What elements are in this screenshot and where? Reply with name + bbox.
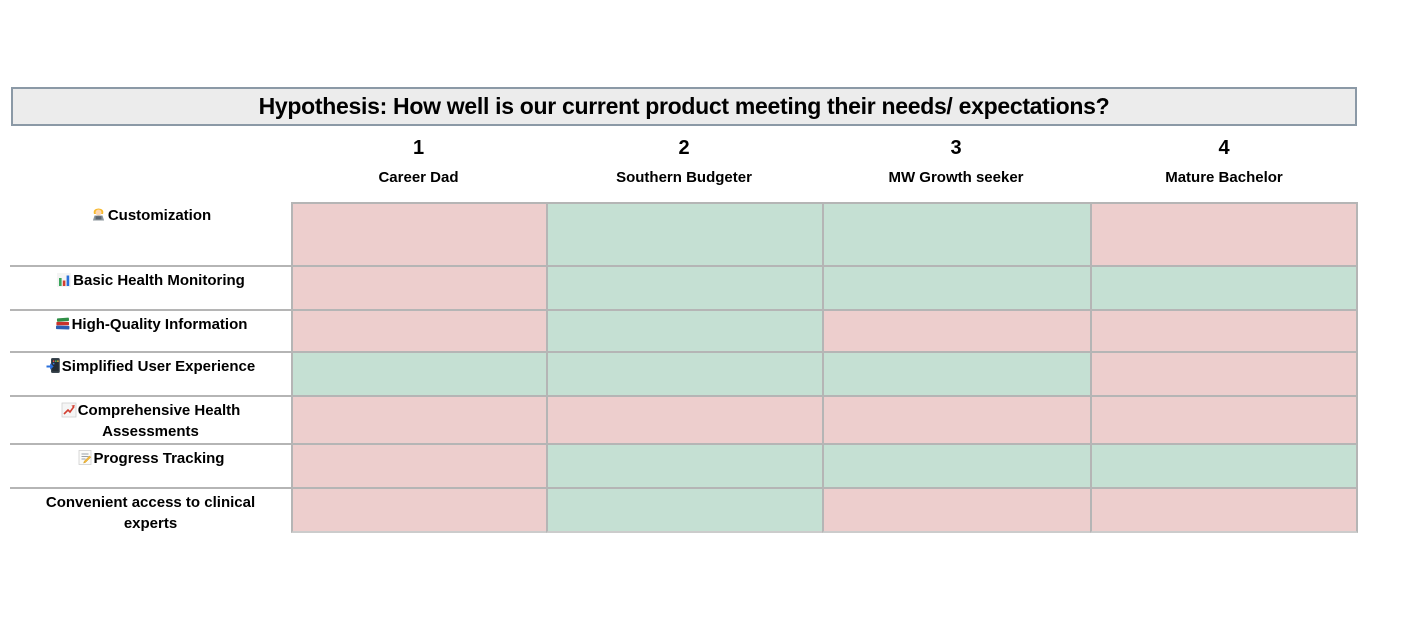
column-number-4[interactable]: 4 (1218, 136, 1230, 159)
row-label-comprehensive-health-assessments[interactable]: Comprehensive Health Assessments (10, 395, 291, 443)
row-label-text: Convenient access to clinical experts (45, 494, 256, 532)
row-label-text: Customization (107, 207, 212, 224)
cell-r5c2[interactable] (546, 395, 822, 443)
cell-r4c2[interactable] (546, 351, 822, 395)
row-label-text: Simplified User Experience (61, 358, 256, 375)
column-number-3[interactable]: 3 (950, 136, 962, 159)
cell-r6c3[interactable] (822, 443, 1090, 487)
cell-r1c4[interactable] (1090, 202, 1358, 265)
row-label-text: High-Quality Information (71, 316, 248, 333)
cell-r6c4[interactable] (1090, 443, 1358, 487)
column-name-southern-budgeter[interactable]: Southern Budgeter (616, 169, 752, 186)
cell-r1c2[interactable] (546, 202, 822, 265)
cell-r2c3[interactable] (822, 265, 1090, 309)
cell-r4c3[interactable] (822, 351, 1090, 395)
cell-r7c3[interactable] (822, 487, 1090, 533)
hypothesis-matrix: 1 2 3 4 Career Dad Southern Budgeter MW … (10, 130, 1358, 533)
hypothesis-title-bar[interactable]: Hypothesis: How well is our current prod… (11, 87, 1357, 126)
chart-increasing-icon (61, 402, 77, 418)
column-number-2[interactable]: 2 (678, 136, 690, 159)
woman-technologist-icon (90, 206, 107, 223)
cell-r6c1[interactable] (291, 443, 546, 487)
cell-r2c4[interactable] (1090, 265, 1358, 309)
cell-r2c1[interactable] (291, 265, 546, 309)
cell-r4c1[interactable] (291, 351, 546, 395)
row-label-customization[interactable]: Customization (10, 202, 291, 265)
row-label-convenient-access-clinical-experts[interactable]: Convenient access to clinical experts (10, 487, 291, 533)
row-label-progress-tracking[interactable]: Progress Tracking (10, 443, 291, 487)
corner-spacer (10, 166, 291, 202)
cell-r2c2[interactable] (546, 265, 822, 309)
bar-chart-icon (56, 272, 72, 288)
cell-r5c3[interactable] (822, 395, 1090, 443)
cell-r5c1[interactable] (291, 395, 546, 443)
row-label-text: Basic Health Monitoring (73, 272, 245, 289)
hypothesis-title: Hypothesis: How well is our current prod… (258, 93, 1110, 119)
column-name-mature-bachelor[interactable]: Mature Bachelor (1165, 169, 1283, 186)
cell-r1c3[interactable] (822, 202, 1090, 265)
cell-r3c2[interactable] (546, 309, 822, 351)
row-label-high-quality-information[interactable]: High-Quality Information (10, 309, 291, 351)
column-name-mw-growth-seeker[interactable]: MW Growth seeker (888, 169, 1024, 186)
cell-r7c1[interactable] (291, 487, 546, 533)
cell-r3c1[interactable] (291, 309, 546, 351)
books-icon (54, 316, 71, 332)
row-label-simplified-user-experience[interactable]: Simplified User Experience (10, 351, 291, 395)
row-label-text: Progress Tracking (93, 450, 225, 467)
cell-r4c4[interactable] (1090, 351, 1358, 395)
row-label-text: Comprehensive Health Assessments (77, 402, 241, 440)
cell-r3c3[interactable] (822, 309, 1090, 351)
row-label-basic-health-monitoring[interactable]: Basic Health Monitoring (10, 265, 291, 309)
corner-spacer (10, 130, 291, 166)
cell-r7c2[interactable] (546, 487, 822, 533)
cell-r6c2[interactable] (546, 443, 822, 487)
mobile-phone-arrow-icon (46, 357, 61, 374)
cell-r7c4[interactable] (1090, 487, 1358, 533)
cell-r3c4[interactable] (1090, 309, 1358, 351)
memo-icon (77, 449, 93, 466)
cell-r1c1[interactable] (291, 202, 546, 265)
column-number-1[interactable]: 1 (412, 136, 425, 159)
column-name-career-dad[interactable]: Career Dad (378, 169, 459, 186)
cell-r5c4[interactable] (1090, 395, 1358, 443)
